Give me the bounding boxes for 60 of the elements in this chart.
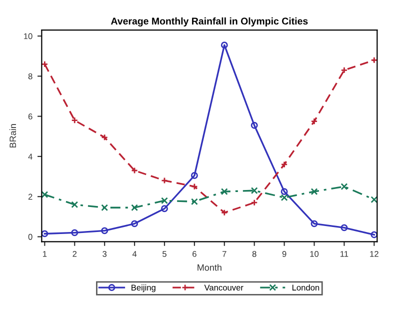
y-tick-label: 8 xyxy=(28,73,32,80)
point xyxy=(71,201,78,208)
point xyxy=(42,191,48,198)
point xyxy=(131,204,138,212)
point xyxy=(250,122,258,129)
x-tick-label: 9 xyxy=(282,250,286,257)
x-tick-label: 3 xyxy=(102,250,107,257)
point xyxy=(42,60,48,68)
point xyxy=(131,220,138,228)
x-tick-label: 1 xyxy=(43,251,47,257)
point xyxy=(280,161,288,168)
point xyxy=(340,183,348,190)
point xyxy=(131,167,138,174)
point xyxy=(190,198,198,206)
legend-label: London xyxy=(292,284,320,291)
x-tick-label: 4 xyxy=(132,251,137,257)
point xyxy=(161,177,168,184)
point xyxy=(250,199,258,206)
point xyxy=(220,42,228,49)
point xyxy=(220,209,228,216)
point xyxy=(310,188,318,196)
x-tick-label: 5 xyxy=(162,251,166,257)
x-tick-label: 6 xyxy=(192,250,196,257)
legend-label: Vancouver xyxy=(204,284,244,291)
point xyxy=(42,230,48,238)
point xyxy=(71,116,78,124)
point xyxy=(310,220,318,228)
point xyxy=(101,134,108,141)
chart-title: Average Monthly Rainfall in Olympic Cities xyxy=(110,17,308,27)
point xyxy=(370,231,378,238)
point xyxy=(101,227,108,234)
x-tick-label: 11 xyxy=(340,251,348,257)
x-axis-title: Month xyxy=(198,264,222,271)
point xyxy=(190,172,198,179)
legend-label: Beijing xyxy=(132,284,156,292)
point xyxy=(280,194,288,202)
x-tick-label: 2 xyxy=(72,250,77,257)
point xyxy=(340,66,348,74)
point xyxy=(370,56,378,64)
point xyxy=(71,229,78,236)
point xyxy=(340,224,348,232)
y-tick-label: 2 xyxy=(28,194,32,200)
point xyxy=(190,183,198,190)
y-tick-label: 10 xyxy=(24,33,32,40)
y-tick-label: 4 xyxy=(28,154,32,160)
y-tick-label: 0 xyxy=(28,234,32,240)
x-tick-label: 8 xyxy=(252,250,256,257)
x-tick-label: 10 xyxy=(310,250,319,257)
point xyxy=(370,196,378,204)
x-tick-label: 12 xyxy=(370,250,378,257)
point xyxy=(250,187,258,194)
y-axis-title: BRain xyxy=(9,124,16,148)
point xyxy=(161,197,168,204)
y-tick-label: 6 xyxy=(28,114,32,120)
point xyxy=(220,188,228,196)
x-tick-label: 7 xyxy=(222,251,226,257)
point xyxy=(310,118,318,125)
point xyxy=(161,205,168,212)
point xyxy=(280,188,288,196)
point xyxy=(101,204,108,212)
